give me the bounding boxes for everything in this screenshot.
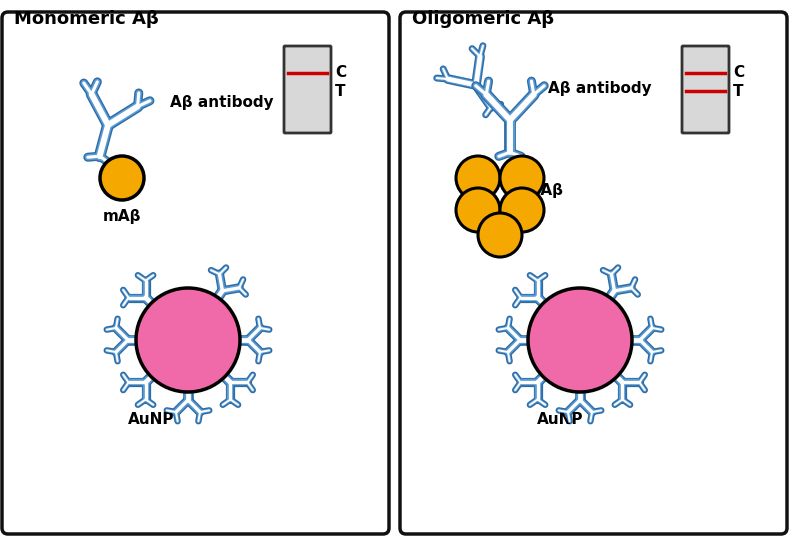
Text: T: T: [335, 84, 345, 99]
Circle shape: [456, 156, 500, 200]
FancyBboxPatch shape: [400, 12, 787, 534]
Text: oAβ: oAβ: [530, 183, 563, 198]
Circle shape: [100, 156, 144, 200]
Text: C: C: [335, 65, 346, 80]
Text: Oligomeric Aβ: Oligomeric Aβ: [412, 10, 554, 28]
Circle shape: [500, 156, 544, 200]
Text: T: T: [733, 84, 743, 99]
FancyBboxPatch shape: [2, 12, 389, 534]
Circle shape: [456, 188, 500, 232]
Circle shape: [136, 288, 240, 392]
Circle shape: [478, 213, 522, 257]
Circle shape: [528, 288, 632, 392]
FancyBboxPatch shape: [682, 46, 729, 133]
Text: mAβ: mAβ: [103, 208, 141, 224]
Text: C: C: [733, 65, 744, 80]
Text: Aβ antibody: Aβ antibody: [548, 80, 652, 96]
Text: AuNP: AuNP: [536, 413, 583, 428]
Text: Monomeric Aβ: Monomeric Aβ: [14, 10, 159, 28]
FancyBboxPatch shape: [284, 46, 331, 133]
Text: Aβ antibody: Aβ antibody: [170, 96, 273, 111]
Text: AuNP: AuNP: [128, 413, 175, 428]
Circle shape: [500, 188, 544, 232]
